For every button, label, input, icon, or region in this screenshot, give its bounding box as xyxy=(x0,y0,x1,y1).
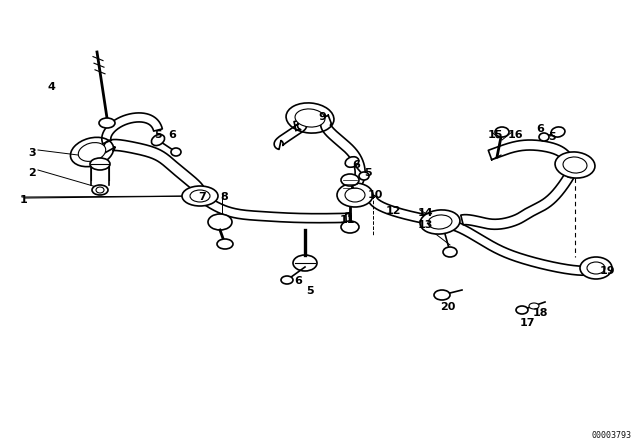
Text: 16: 16 xyxy=(508,130,524,140)
Ellipse shape xyxy=(99,118,115,128)
Ellipse shape xyxy=(529,303,539,309)
Ellipse shape xyxy=(580,257,612,279)
Ellipse shape xyxy=(92,185,108,195)
Ellipse shape xyxy=(345,188,365,202)
Text: 6: 6 xyxy=(168,130,176,140)
Ellipse shape xyxy=(152,134,164,146)
Text: 6: 6 xyxy=(352,160,360,170)
Ellipse shape xyxy=(190,190,210,202)
Ellipse shape xyxy=(293,255,317,271)
Ellipse shape xyxy=(516,306,528,314)
Polygon shape xyxy=(368,193,591,275)
Ellipse shape xyxy=(78,142,106,161)
Polygon shape xyxy=(321,115,365,189)
Ellipse shape xyxy=(337,183,373,207)
Ellipse shape xyxy=(420,210,460,234)
Ellipse shape xyxy=(434,290,450,300)
Text: 5: 5 xyxy=(364,168,372,178)
Ellipse shape xyxy=(70,138,113,167)
Text: 5: 5 xyxy=(154,130,162,140)
Text: 5: 5 xyxy=(306,286,314,296)
Ellipse shape xyxy=(281,276,293,284)
Text: 8: 8 xyxy=(220,192,228,202)
Text: 18: 18 xyxy=(533,308,548,318)
Text: 4: 4 xyxy=(48,82,56,92)
Ellipse shape xyxy=(341,174,359,186)
Text: 13: 13 xyxy=(418,220,433,230)
Ellipse shape xyxy=(443,247,457,257)
Ellipse shape xyxy=(495,127,509,137)
Ellipse shape xyxy=(359,172,369,180)
Text: 9: 9 xyxy=(318,112,326,122)
Ellipse shape xyxy=(96,187,104,193)
Text: 20: 20 xyxy=(440,302,456,312)
Ellipse shape xyxy=(551,127,565,137)
Ellipse shape xyxy=(171,148,181,156)
Ellipse shape xyxy=(587,262,605,274)
Ellipse shape xyxy=(208,214,232,230)
Ellipse shape xyxy=(555,152,595,178)
Ellipse shape xyxy=(428,215,452,229)
Ellipse shape xyxy=(182,186,218,206)
Text: 12: 12 xyxy=(386,206,401,216)
Text: 6: 6 xyxy=(294,276,302,286)
Polygon shape xyxy=(461,168,575,229)
Text: 10: 10 xyxy=(368,190,383,200)
Polygon shape xyxy=(91,164,109,185)
Ellipse shape xyxy=(563,157,587,173)
Ellipse shape xyxy=(90,158,110,170)
Ellipse shape xyxy=(295,109,325,127)
Ellipse shape xyxy=(345,157,359,167)
Ellipse shape xyxy=(217,239,233,249)
Text: 00003793: 00003793 xyxy=(592,431,632,440)
Text: 5: 5 xyxy=(548,132,556,142)
Ellipse shape xyxy=(286,103,334,133)
Polygon shape xyxy=(488,140,577,168)
Text: 2: 2 xyxy=(28,168,36,178)
Ellipse shape xyxy=(539,133,549,141)
Text: 3: 3 xyxy=(28,148,36,158)
Polygon shape xyxy=(102,113,163,144)
Polygon shape xyxy=(274,121,307,149)
Text: 6: 6 xyxy=(536,124,544,134)
Text: 7: 7 xyxy=(198,192,205,202)
Text: 14: 14 xyxy=(418,208,434,218)
Text: 11: 11 xyxy=(340,215,355,225)
Polygon shape xyxy=(197,192,351,223)
Text: 1: 1 xyxy=(20,195,28,205)
Text: 15: 15 xyxy=(488,130,504,140)
Text: 17: 17 xyxy=(520,318,536,328)
Text: 19: 19 xyxy=(600,266,616,276)
Polygon shape xyxy=(104,139,205,194)
Ellipse shape xyxy=(341,221,359,233)
